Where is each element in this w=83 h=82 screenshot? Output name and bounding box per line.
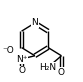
- Text: ⁻O: ⁻O: [2, 46, 14, 55]
- Text: O: O: [18, 66, 25, 75]
- Text: N: N: [31, 18, 38, 27]
- Text: N⁺: N⁺: [16, 55, 27, 64]
- Text: H₂N: H₂N: [40, 63, 57, 72]
- Text: O: O: [58, 68, 65, 77]
